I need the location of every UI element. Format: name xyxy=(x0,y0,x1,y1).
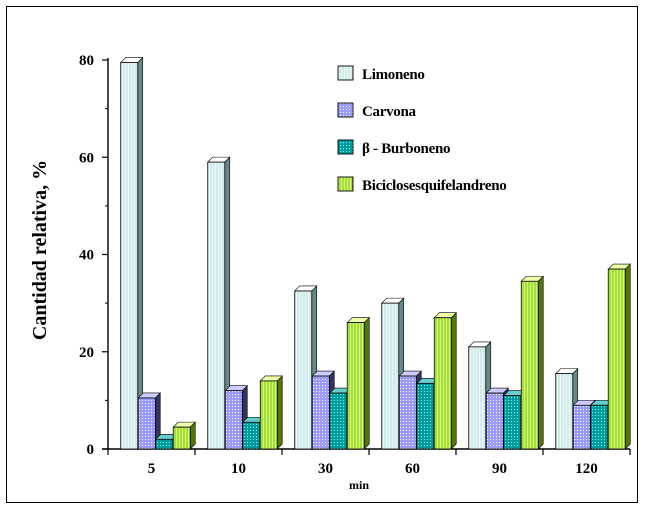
bar xyxy=(172,421,196,450)
bar-front xyxy=(137,397,156,450)
legend-label: Biciclosesquifelandreno xyxy=(362,178,507,194)
y-axis-title: Cantidad relativa, % xyxy=(29,160,51,340)
legend-swatch xyxy=(337,176,354,192)
bar-front xyxy=(381,302,400,450)
y-tick-label: 20 xyxy=(79,345,94,361)
x-tick-label: 5 xyxy=(148,461,156,477)
legend: Limoneno Carvona β - Burboneno Biciclosesqu… xyxy=(337,65,507,194)
bar-front xyxy=(224,390,243,450)
y-tick-label: 40 xyxy=(79,248,94,264)
bar-front xyxy=(433,317,452,450)
bar xyxy=(207,156,231,450)
bar-front xyxy=(294,290,313,450)
bar xyxy=(259,375,283,450)
x-tick-label: 30 xyxy=(318,461,333,477)
legend-label: Carvona xyxy=(362,104,417,120)
bar-front xyxy=(311,375,330,450)
bar xyxy=(224,384,248,450)
y-tick-label: 0 xyxy=(87,442,95,458)
bar-front xyxy=(572,404,591,450)
bar-side xyxy=(363,316,370,450)
bar-front xyxy=(607,268,626,450)
bar-front xyxy=(155,438,174,450)
bar xyxy=(607,263,631,450)
x-tick-label: 120 xyxy=(575,461,598,477)
bar-front xyxy=(520,280,539,450)
bar-front xyxy=(329,392,348,450)
bar xyxy=(346,316,370,450)
bar-side xyxy=(276,375,283,450)
x-tick-label: 10 xyxy=(231,461,246,477)
bar xyxy=(520,275,544,450)
x-axis-title: min xyxy=(349,478,369,492)
bar-front xyxy=(555,373,574,450)
legend-swatch xyxy=(337,139,354,155)
legend-swatch xyxy=(337,102,354,118)
bar-front xyxy=(503,395,522,450)
bar-front xyxy=(207,161,226,450)
bar-side xyxy=(537,275,544,450)
y-tick-label: 80 xyxy=(79,53,94,69)
bar-front xyxy=(120,62,139,450)
bar-front xyxy=(242,421,261,450)
bar-front xyxy=(172,426,191,450)
bar-side xyxy=(137,56,144,450)
bar-front xyxy=(259,380,278,450)
legend-label: Limoneno xyxy=(362,67,425,83)
x-tick-label: 60 xyxy=(405,461,420,477)
bar-front xyxy=(590,404,609,450)
bar-side xyxy=(624,263,631,450)
legend-swatch xyxy=(337,65,354,81)
x-tick-label: 90 xyxy=(492,461,507,477)
bar-front xyxy=(485,392,504,450)
bar-front xyxy=(346,322,365,450)
plot-area: 0 20 40 60 80 5 10 30 60 90 120 xyxy=(79,53,631,477)
y-tick-label: 60 xyxy=(79,150,94,166)
bar-front xyxy=(398,375,417,450)
bar-front xyxy=(468,346,487,450)
legend-label: β - Burboneno xyxy=(362,141,450,157)
bar xyxy=(137,392,161,450)
bar xyxy=(433,311,457,450)
bar-side xyxy=(450,311,457,450)
bar-front xyxy=(416,382,435,450)
bar xyxy=(120,56,144,450)
